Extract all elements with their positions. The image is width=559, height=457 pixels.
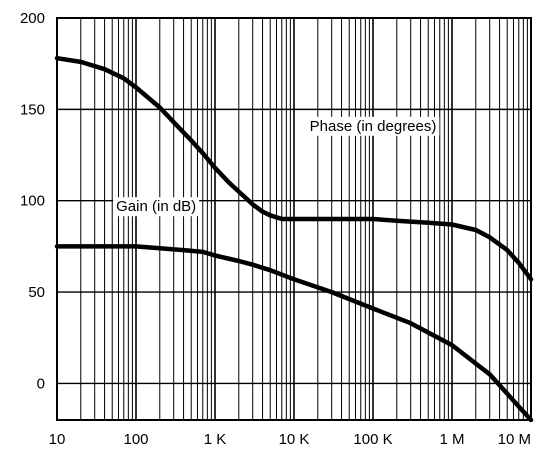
annotation-background [113, 197, 200, 217]
x-tick-label: 10 K [279, 431, 310, 448]
annotation-background [306, 116, 440, 136]
y-tick-label: 50 [28, 284, 45, 301]
y-tick-label: 100 [20, 193, 45, 210]
tick-labels: 10 100 1 K 10 K 100 K 1 M 10 M 0 50 100 150 200 [20, 10, 531, 448]
gain-series-line [54, 244, 534, 423]
y-tick-label: 200 [20, 10, 45, 27]
y-tick-label: 0 [37, 375, 45, 392]
annotations: Phase (in degrees) Gain (in dB) [113, 116, 440, 217]
plot-frame [56, 17, 532, 421]
x-tick-label: 10 M [498, 431, 531, 448]
x-tick-label: 1 M [439, 431, 464, 448]
annotation-label: Phase (in degrees) [310, 118, 437, 135]
x-tick-label: 100 K [353, 431, 392, 448]
x-tick-label: 100 [123, 431, 148, 448]
x-tick-label: 1 K [204, 431, 227, 448]
gain-annotation: Gain (in dB) [113, 197, 200, 217]
x-tick-label: 10 [49, 431, 66, 448]
phase-series-line [54, 55, 534, 282]
phase-annotation: Phase (in degrees) [306, 116, 440, 136]
y-tick-label: 150 [20, 101, 45, 118]
annotation-label: Gain (in dB) [116, 198, 196, 215]
series-lines [54, 55, 534, 423]
